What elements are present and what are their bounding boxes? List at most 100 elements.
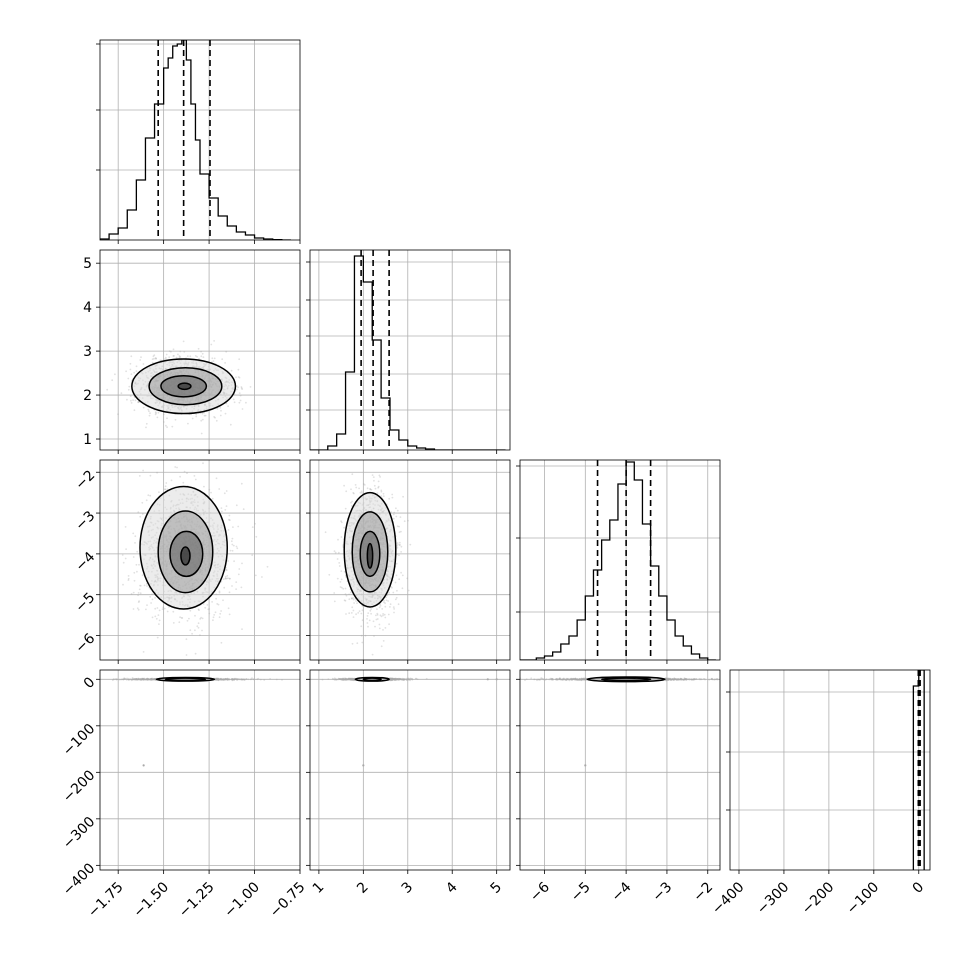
histogram-bar [109, 234, 118, 240]
scatter-point [241, 628, 243, 630]
scatter-point [134, 535, 137, 538]
scatter-point [202, 356, 205, 359]
scatter-point [208, 612, 211, 615]
scatter-point [356, 642, 359, 645]
scatter-point [225, 678, 228, 681]
scatter-point [221, 678, 224, 681]
scatter-point [222, 679, 225, 681]
scatter-point [261, 576, 263, 578]
scatter-point [340, 578, 343, 581]
histogram-bar [569, 636, 577, 660]
scatter-point [338, 565, 341, 567]
scatter-point [232, 398, 235, 401]
scatter-point [355, 486, 358, 489]
scatter-point [333, 592, 336, 594]
scatter-point [136, 678, 139, 681]
scatter-point [225, 505, 228, 507]
scatter-point [237, 376, 240, 378]
scatter-point [137, 592, 140, 594]
scatter-point [345, 490, 348, 493]
scatter-point [158, 623, 160, 625]
scatter-point [392, 606, 395, 608]
scatter-point [151, 616, 154, 619]
scatter-point [143, 678, 146, 681]
histogram-step [310, 255, 506, 450]
scatter-point [387, 613, 390, 616]
scatter-point [223, 678, 226, 681]
y-tick-label: −3 [72, 508, 98, 534]
scatter-point [237, 368, 240, 371]
scatter-point [128, 678, 131, 681]
scatter-point [237, 573, 240, 576]
density-fill [180, 546, 190, 565]
scatter-point [134, 678, 137, 681]
scatter-point [195, 415, 198, 418]
scatter-point [395, 562, 398, 565]
scatter-point [156, 416, 159, 419]
scatter-point [350, 488, 352, 491]
scatter-point [225, 350, 228, 353]
scatter-point [361, 609, 364, 612]
scatter-point [145, 426, 147, 429]
scatter-point [228, 678, 231, 681]
scatter-point [132, 532, 135, 535]
scatter-point [111, 379, 114, 382]
scatter-point [366, 618, 368, 620]
scatter-point [211, 357, 214, 360]
scatter-point [130, 402, 133, 404]
scatter-point [352, 597, 354, 599]
scatter-point [121, 554, 124, 556]
scatter-point [206, 604, 209, 606]
scatter-point [197, 608, 200, 611]
scatter-point [374, 625, 376, 628]
scatter-point [137, 678, 140, 681]
histogram-bar [561, 644, 569, 660]
contour-line [359, 530, 381, 578]
scatter-point [139, 584, 142, 587]
y-tick-label: 1 [83, 432, 92, 448]
scatter-point [132, 678, 135, 681]
scatter-point [139, 592, 142, 595]
histogram-step [100, 40, 291, 240]
scatter-point [133, 677, 136, 680]
scatter-point [390, 511, 392, 513]
scatter-point [157, 411, 160, 414]
scatter-point [191, 632, 194, 635]
scatter-point [208, 488, 211, 491]
scatter-point [180, 617, 183, 619]
scatter-point [130, 679, 133, 682]
panel-hist-1 [96, 39, 301, 244]
scatter-point [333, 550, 336, 553]
scatter-point [235, 677, 238, 680]
scatter-point [398, 541, 401, 544]
scatter-point [360, 625, 363, 628]
scatter-point [215, 597, 218, 600]
scatter-point [194, 629, 196, 632]
scatter-point [131, 677, 134, 679]
scatter-point [381, 608, 384, 610]
scatter-point [338, 562, 341, 564]
scatter-point [227, 529, 230, 531]
scatter-point [151, 361, 154, 364]
scatter-point [340, 521, 343, 524]
scatter-point [389, 603, 392, 606]
scatter-point [220, 409, 222, 412]
scatter-point [236, 385, 238, 387]
scatter-point [388, 623, 390, 626]
scatter-point [340, 570, 343, 572]
scatter-point [225, 678, 228, 681]
scatter-point [179, 616, 182, 619]
scatter-point [214, 611, 217, 614]
scatter-point [235, 678, 238, 681]
scatter-point [393, 511, 396, 514]
scatter-point [179, 350, 182, 353]
scatter-point [142, 406, 145, 409]
scatter-point [130, 355, 133, 358]
histogram-bar [346, 372, 355, 450]
scatter-point [136, 570, 138, 573]
scatter-point [164, 356, 167, 359]
scatter-point [380, 490, 383, 493]
scatter-point [130, 373, 133, 376]
scatter-point [218, 616, 221, 619]
scatter-point [153, 357, 155, 360]
